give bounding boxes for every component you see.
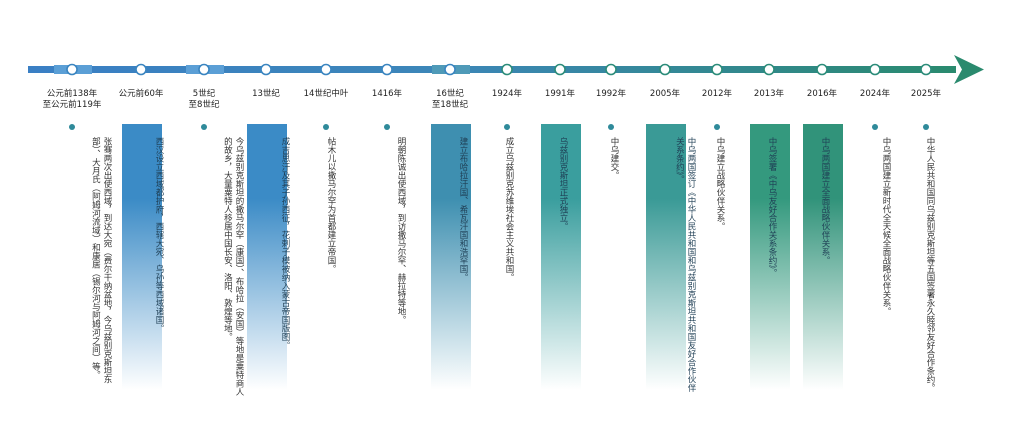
event-date-line: 1991年: [544, 89, 576, 99]
timeline-node: [320, 63, 332, 76]
event-date: 公元前138年 至公元前119年: [12, 89, 132, 111]
event-date: 2005年: [605, 89, 725, 100]
event-description: 中乌建立战略伙伴关系。: [715, 137, 725, 231]
event-description: 明朝陈诚出使西域，到访撒马尔罕、赫拉特等地。: [396, 137, 406, 324]
event-date: 14世纪中叶: [266, 89, 386, 100]
event-date: 1992年: [551, 89, 671, 100]
timeline-node: [605, 63, 617, 76]
event-highlight-band: [750, 124, 790, 390]
event-date-line: 13世纪: [252, 89, 280, 99]
event-date-line: 16世纪: [436, 89, 464, 99]
event-date-line: 1992年: [595, 89, 627, 99]
event-date: 公元前60年: [81, 89, 201, 100]
event-highlight-band: [803, 124, 843, 390]
timeline-node: [381, 63, 393, 76]
event-bullet-icon: [504, 124, 510, 130]
event-bullet-icon: [714, 124, 720, 130]
event-description: 中乌建交。: [609, 137, 619, 180]
event-date-line: 5世纪: [192, 89, 216, 99]
event-date-line: 至18世纪: [431, 100, 469, 110]
event-description: 今乌兹别克斯坦的撒马尔罕（康国）、布哈拉（安国）等地是粟特商人的故乡，大量粟特人…: [222, 137, 244, 397]
event-bullet-icon: [872, 124, 878, 130]
event-date: 1991年: [500, 89, 620, 100]
event-date: 2013年: [709, 89, 829, 100]
event-description: 中乌两国建立新时代全天候全面战略伙伴关系。: [881, 137, 891, 316]
event-date-line: 2016年: [806, 89, 838, 99]
event-date-line: 2025年: [910, 89, 942, 99]
event-date: 16世纪 至18世纪: [390, 89, 510, 111]
event-description: 乌兹别克斯坦正式独立。: [558, 137, 568, 231]
event-bullet-icon: [69, 124, 75, 130]
event-date: 1924年: [447, 89, 567, 100]
event-bullet-icon: [323, 124, 329, 130]
event-bullet-icon: [608, 124, 614, 130]
event-description: 中乌签署《中乌友好合作关系条约》。: [767, 137, 777, 278]
event-description: 建立布哈拉汗国、希瓦汗国和浩罕国。: [458, 137, 468, 282]
timeline-node: [816, 63, 828, 76]
event-description: 张骞两次出使西域，到达大宛（费尔干纳盆地，今乌兹别克斯坦东部）、大月氏（阿姆河流…: [90, 137, 112, 384]
timeline-node: [501, 63, 513, 76]
event-bullet-icon: [384, 124, 390, 130]
event-date: 2016年: [762, 89, 882, 100]
event-date-line: 2013年: [753, 89, 785, 99]
event-date-line: 14世纪中叶: [303, 89, 349, 99]
timeline-node: [920, 63, 932, 76]
event-date: 1416年: [327, 89, 447, 100]
event-date-line: 至8世纪: [188, 100, 220, 110]
timeline-node: [135, 63, 147, 76]
event-date: 2024年: [815, 89, 935, 100]
event-date-line: 1924年: [491, 89, 523, 99]
event-highlight-band: [247, 124, 287, 390]
timeline-node: [659, 63, 671, 76]
event-description: 中华人民共和国同乌兹别克斯坦等五国签署永久睦邻友好合作条约。: [925, 137, 935, 392]
timeline-node: [198, 63, 210, 76]
event-description: 西汉设立西域都护府，西辖大宛、乌孙等西域诸国。: [154, 137, 164, 333]
event-highlight-band: [646, 124, 686, 390]
event-highlight-band: [541, 124, 581, 390]
event-description: 中乌两国签订《中华人民共和国和乌兹别克斯坦共和国友好合作伙伴关系条约》。: [674, 137, 696, 392]
event-bullet-icon: [923, 124, 929, 130]
event-date-line: 1416年: [371, 89, 403, 99]
event-date: 2012年: [657, 89, 777, 100]
timeline-node: [554, 63, 566, 76]
event-date-line: 2012年: [701, 89, 733, 99]
event-date: 5世纪 至8世纪: [144, 89, 264, 111]
event-description: 成立乌兹别克苏维埃社会主义共和国。: [504, 137, 514, 282]
event-description: 中乌两国建立全面战略伙伴关系。: [820, 137, 830, 265]
event-date-line: 2005年: [649, 89, 681, 99]
timeline-node: [66, 63, 78, 76]
event-highlight-band: [431, 124, 471, 390]
event-date-line: 公元前60年: [118, 89, 164, 99]
timeline-node: [444, 63, 456, 76]
event-date-line: 2024年: [859, 89, 891, 99]
event-date: 2025年: [866, 89, 986, 100]
event-description: 帖木儿以撒马尔罕为首都建立帝国。: [326, 137, 336, 273]
timeline-node: [260, 63, 272, 76]
axis-nodes: [66, 63, 932, 76]
event-highlight-band: [122, 124, 162, 390]
timeline-node: [869, 63, 881, 76]
event-date-line: 至公元前119年: [42, 100, 102, 110]
timeline-node: [711, 63, 723, 76]
event-description: 成吉思汗及其子孙西征，花剌子模被纳入蒙古帝国版图。: [280, 137, 290, 350]
event-date: 13世纪: [206, 89, 326, 100]
timeline-node: [763, 63, 775, 76]
axis-bar: [28, 66, 956, 73]
event-date-line: 公元前138年: [46, 89, 98, 99]
event-bullet-icon: [201, 124, 207, 130]
axis-arrowhead-icon: [954, 55, 984, 84]
